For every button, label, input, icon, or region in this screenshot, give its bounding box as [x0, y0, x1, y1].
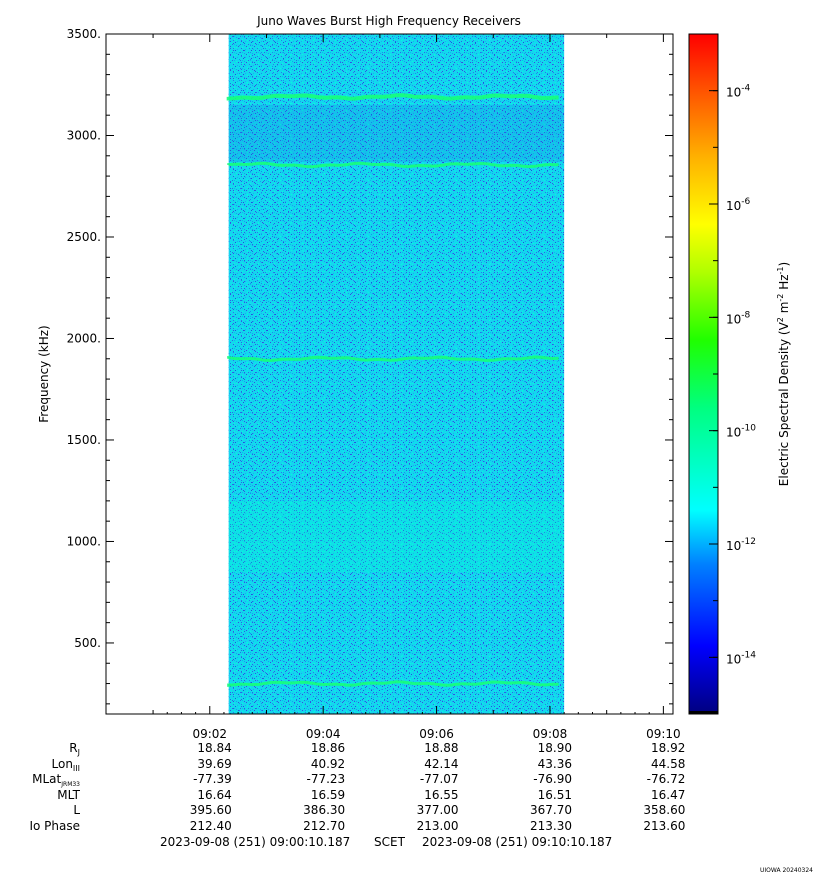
ephemeris-value: 16.51 — [537, 787, 572, 802]
colorbar-label: Electric Spectral Density (V2 m-2 Hz-1) — [776, 262, 791, 486]
spectrogram-bright-band — [228, 500, 565, 572]
ephemeris-value: 40.92 — [310, 756, 346, 771]
x-tick-label: 09:04 — [306, 727, 341, 741]
chart-title: Juno Waves Burst High Frequency Receiver… — [256, 14, 521, 28]
ephemeris-value: 213.60 — [643, 818, 686, 833]
version-stamp: UIOWA 20240324 — [759, 867, 813, 874]
y-tick-label: 500. — [74, 636, 101, 650]
ephemeris-value: 18.86 — [310, 741, 346, 755]
spectrogram-noise — [228, 34, 565, 714]
y-axis: 500. 1000. 1500. 2000. 2500. 3000. 3500. — [67, 27, 673, 705]
ephemeris-value: 18.92 — [651, 741, 686, 755]
ephemeris-row-subscript: J — [77, 748, 80, 757]
x-tick-label: 09:10 — [646, 727, 681, 741]
ephemeris-value: 212.40 — [189, 818, 232, 833]
ephemeris-value: 44.58 — [651, 756, 686, 771]
ephemeris-value: 213.30 — [529, 818, 572, 833]
emission-line-1900 — [227, 355, 559, 363]
y-axis-label: Frequency (kHz) — [37, 325, 51, 422]
ephemeris-row-subscript: III — [72, 763, 80, 773]
colorbar: 10-4 10-6 10-8 10-10 10-12 10-14 — [688, 33, 756, 715]
ephemeris-row-subscript: JRM33 — [61, 781, 80, 788]
ephemeris-row-label: MLatJRM33 — [32, 772, 80, 788]
ephemeris-row-label: Io Phase — [29, 818, 80, 833]
ephemeris-value: 367.70 — [529, 803, 572, 817]
footer-scet-label: SCET — [374, 835, 405, 849]
plot-border — [105, 33, 674, 715]
emission-line-3190 — [226, 93, 559, 101]
y-tick-label: 1500. — [67, 433, 101, 447]
y-tick-label: 1000. — [67, 534, 101, 548]
y-tick-label: 2500. — [67, 230, 101, 244]
ephemeris-value: 386.30 — [303, 803, 346, 817]
x-tick-label: 09:08 — [533, 727, 568, 741]
ephemeris-value: 212.70 — [303, 818, 346, 833]
colorbar-tick-label: 10-8 — [726, 310, 751, 326]
ephemeris-value: 16.47 — [651, 787, 686, 802]
ephemeris-value: 39.69 — [197, 756, 232, 771]
spectrogram-dark-band — [228, 105, 565, 162]
y-tick-label: 3000. — [67, 128, 101, 142]
colorbar-tick-label: 10-10 — [726, 424, 756, 440]
ephemeris-row-label: LonIII — [51, 756, 81, 773]
emission-lines — [226, 93, 559, 687]
ephemeris-row-label: L — [73, 803, 80, 817]
ephemeris-value: -77.07 — [419, 772, 459, 786]
y-tick-label: 2000. — [67, 331, 101, 345]
footer-end-time: 2023-09-08 (251) 09:10:10.187 — [422, 835, 613, 849]
ephemeris-value: 16.59 — [310, 787, 346, 802]
ephemeris-value: 16.55 — [424, 787, 459, 802]
colorbar-floor — [689, 711, 718, 714]
ephemeris-value: 43.36 — [537, 756, 572, 771]
emission-line-300 — [227, 680, 559, 687]
colorbar-tick-label: 10-14 — [726, 650, 756, 666]
ephemeris-value: 377.00 — [416, 803, 459, 817]
ephemeris-value: -76.72 — [646, 772, 686, 786]
ephemeris-value: -76.90 — [533, 772, 572, 786]
ephemeris-value: 18.90 — [537, 741, 572, 755]
ephemeris-value: 18.88 — [424, 741, 459, 755]
ephemeris-value: -77.23 — [306, 772, 346, 786]
spectrogram-data — [228, 34, 565, 714]
ephemeris-value: 395.60 — [189, 803, 232, 817]
x-tick-label: 09:06 — [419, 727, 454, 741]
emission-line-2855 — [227, 161, 559, 169]
ephemeris-value: 213.00 — [416, 818, 459, 833]
colorbar-tick-label: 10-12 — [726, 537, 756, 553]
ephemeris-value: 358.60 — [643, 803, 686, 817]
y-tick-label: 3500. — [67, 27, 101, 41]
colorbar-tick-label: 10-6 — [726, 197, 751, 213]
ephemeris-value: 42.14 — [424, 756, 459, 771]
ephemeris-row-label: MLT — [57, 787, 80, 802]
footer-start-time: 2023-09-08 (251) 09:00:10.187 — [160, 835, 351, 849]
ephemeris-value: -77.39 — [193, 772, 232, 786]
x-tick-label: 09:02 — [192, 727, 227, 741]
ephemeris-row-label: RJ — [69, 741, 80, 757]
ephemeris-value: 18.84 — [197, 741, 232, 755]
colorbar-tick-label: 10-4 — [726, 84, 751, 100]
ephemeris-value: 16.64 — [197, 787, 232, 802]
